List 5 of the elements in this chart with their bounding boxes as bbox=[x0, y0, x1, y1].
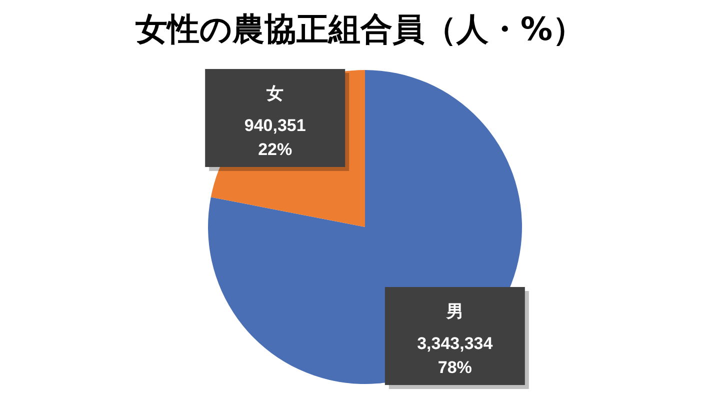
data-label: 940,351 22% bbox=[244, 116, 306, 159]
slice-label: 女 bbox=[266, 84, 284, 104]
chart-title: 女性の農協正組合員（人・%） bbox=[134, 9, 586, 50]
slice-label: 男 bbox=[445, 302, 464, 322]
data-label: 3,343,334 78% bbox=[417, 334, 494, 378]
